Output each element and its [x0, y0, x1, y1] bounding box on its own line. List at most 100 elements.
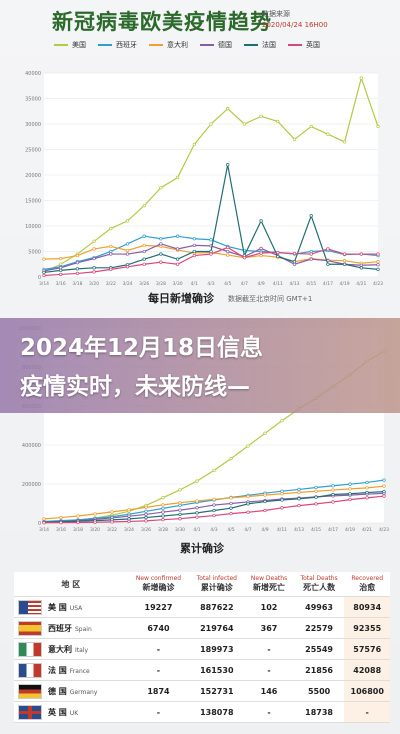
- column-header: New Deaths 新增死亡: [244, 572, 294, 597]
- data-point: [75, 267, 80, 271]
- data-point: [229, 511, 233, 516]
- x-tick-label: 3/22: [107, 527, 117, 533]
- data-point: [246, 510, 250, 514]
- data-point: [59, 272, 63, 277]
- data-point: [127, 519, 131, 524]
- data-point: [259, 219, 263, 223]
- data-point: [212, 508, 216, 513]
- x-tick-label: 4/7: [241, 281, 248, 287]
- data-point: [246, 502, 250, 506]
- data-point: [297, 487, 301, 492]
- data-point: [192, 249, 196, 254]
- data-point: [144, 505, 148, 510]
- title-bar: 新冠病毒欧美疫情趋势 数据来源 2020/04/24 16H00: [0, 0, 400, 40]
- x-tick-label: 3/20: [90, 527, 100, 533]
- data-point: [359, 266, 363, 270]
- table-row: 意大利 Italy -189973-25549 57576: [14, 638, 390, 660]
- data-point: [331, 488, 335, 492]
- data-point: [382, 478, 386, 482]
- flag-icon: [18, 662, 42, 678]
- column-header: Total Deaths 死亡人数: [293, 572, 345, 597]
- data-point: [144, 512, 148, 517]
- data-point: [209, 122, 213, 126]
- data-point: [263, 493, 267, 497]
- table-row: 法 国 France -161530-21856 42088: [14, 659, 390, 681]
- data-point: [192, 142, 196, 147]
- data-point: [42, 257, 46, 261]
- cell-total: 189973: [189, 638, 245, 660]
- legend-swatch: [288, 44, 302, 46]
- y-tick-label: 35000: [25, 97, 41, 103]
- region-name-en: Spain: [75, 625, 92, 633]
- data-point: [159, 252, 163, 256]
- data-point: [42, 273, 46, 278]
- data-point: [359, 252, 363, 256]
- region-name-en: UK: [69, 709, 79, 717]
- data-point: [178, 488, 182, 492]
- region-cell: 法 国 France: [14, 659, 128, 681]
- x-tick-label: 4/7: [244, 527, 251, 533]
- data-point: [309, 257, 313, 261]
- data-point: [195, 479, 199, 483]
- data-point: [292, 260, 297, 264]
- data-point: [144, 519, 148, 523]
- table-row: 英 国 UK -138078-18738-: [14, 701, 390, 723]
- x-tick-label: 4/23: [373, 281, 383, 287]
- column-header: New confirmed 新增确诊: [127, 572, 190, 597]
- data-point: [229, 506, 233, 510]
- column-header: Recovered 治愈: [344, 572, 390, 597]
- chart1-caption-sub: 数据截至北京时间 GMT+1: [228, 295, 313, 303]
- x-tick-label: 4/9: [257, 281, 264, 287]
- region-cell: 意大利 Italy: [14, 638, 128, 660]
- data-point: [229, 456, 233, 461]
- data-point: [178, 508, 182, 512]
- cell-new-deaths: -: [244, 701, 294, 723]
- data-point: [92, 247, 96, 251]
- x-tick-label: 3/26: [141, 527, 151, 533]
- data-point: [376, 252, 380, 256]
- data-point: [109, 267, 113, 272]
- page-title: 新冠病毒欧美疫情趋势: [52, 10, 272, 34]
- data-point: [382, 489, 386, 494]
- flag-icon: [18, 599, 42, 615]
- data-point: [212, 513, 216, 518]
- y-tick-label: 200000: [22, 482, 41, 488]
- legend-swatch: [244, 44, 258, 46]
- cell-total: 219764: [189, 617, 245, 639]
- cell-total: 887622: [189, 596, 245, 618]
- data-point: [127, 508, 131, 512]
- data-point: [259, 114, 263, 118]
- chart1-caption: 每日新增确诊: [148, 292, 214, 305]
- column-header-main: 新增死亡: [253, 583, 286, 592]
- x-tick-label: 3/24: [122, 281, 132, 287]
- cell-new-deaths: -: [244, 638, 294, 660]
- x-tick-label: 4/23: [379, 527, 389, 533]
- legend-swatch: [200, 44, 214, 46]
- column-header-main: 治愈: [359, 583, 376, 592]
- data-point: [125, 242, 130, 246]
- data-point: [382, 494, 386, 498]
- legend-label: 西班牙: [116, 41, 137, 49]
- region-cell: 德 国 Germany: [14, 680, 128, 702]
- data-point: [175, 247, 180, 251]
- cell-deaths: 18738: [293, 701, 345, 723]
- data-point: [175, 175, 180, 180]
- data-point: [342, 252, 347, 256]
- data-point: [209, 252, 213, 256]
- data-point: [280, 492, 284, 496]
- data-point: [263, 508, 267, 513]
- cell-total: 161530: [189, 659, 245, 681]
- x-tick-label: 3/18: [73, 527, 83, 533]
- data-point: [292, 251, 297, 256]
- x-tick-label: 3/20: [89, 281, 99, 287]
- column-header-main: 死亡人数: [303, 583, 336, 592]
- data-point: [142, 243, 146, 248]
- data-point: [195, 511, 199, 515]
- data-point: [142, 262, 146, 266]
- x-tick-label: 4/19: [340, 281, 350, 287]
- data-point: [259, 251, 263, 255]
- x-tick-label: 3/26: [139, 281, 149, 287]
- x-tick-label: 4/9: [261, 527, 268, 533]
- data-point: [365, 490, 369, 495]
